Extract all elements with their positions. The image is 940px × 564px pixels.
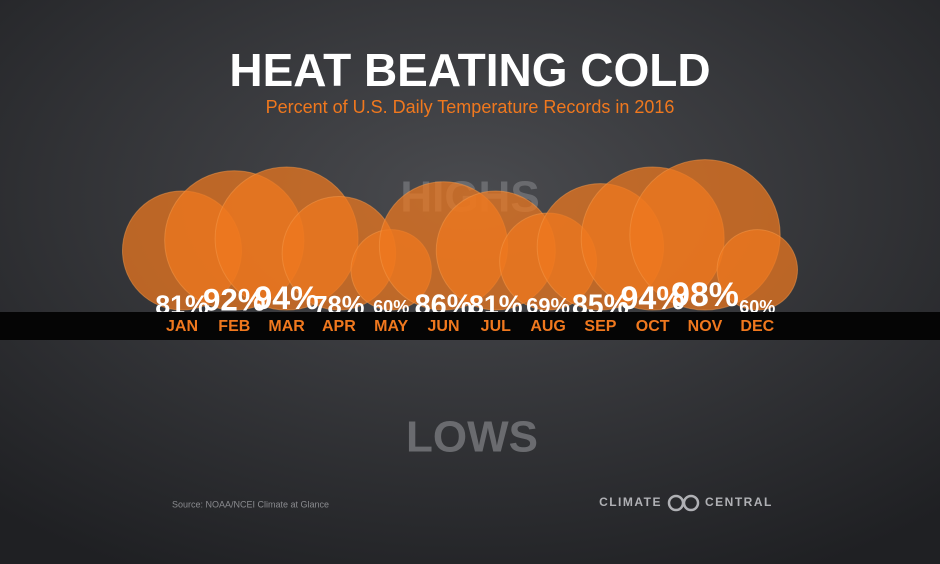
x-tick-label: AUG: [530, 318, 566, 335]
source: Source: NOAA/NCEI Climate at Glance: [172, 499, 329, 509]
x-tick-label: MAR: [268, 318, 305, 335]
x-tick-label: MAY: [374, 318, 408, 335]
value-label: 60%: [373, 297, 409, 317]
brand-left: CLIMATE: [599, 495, 662, 509]
x-tick-label: JUL: [481, 318, 511, 335]
x-tick-label: FEB: [218, 318, 250, 335]
value-label: 92%: [203, 283, 266, 318]
x-tick-label: APR: [322, 318, 356, 335]
value-label: 94%: [254, 280, 318, 316]
x-tick-label: SEP: [584, 318, 616, 335]
x-tick-label: NOV: [688, 318, 723, 335]
value-label: 60%: [739, 297, 775, 317]
brand-right: CENTRAL: [705, 495, 773, 509]
value-label: 98%: [671, 276, 739, 314]
x-tick-label: DEC: [740, 318, 774, 335]
bubbles: 81%92%94%78% 60% 86%81% 69% 85%94%98% 60%: [121, 159, 798, 321]
chart-subtitle: Percent of U.S. Daily Temperature Record…: [266, 97, 675, 117]
bubble: [716, 229, 798, 311]
brand-logo: [667, 494, 700, 512]
value-label: 94%: [621, 280, 685, 316]
x-tick-label: OCT: [636, 318, 670, 335]
month-labels: JAN FEB MAR APR MAY JUN JUL AUG SEP OCT NOV DEC: [166, 318, 775, 335]
x-tick-label: JUN: [427, 318, 459, 335]
month-band: [0, 312, 940, 340]
lows-label: LOWS: [406, 413, 538, 462]
x-tick-label: JAN: [166, 318, 198, 335]
chart-title: HEAT BEATING COLD: [229, 44, 710, 96]
